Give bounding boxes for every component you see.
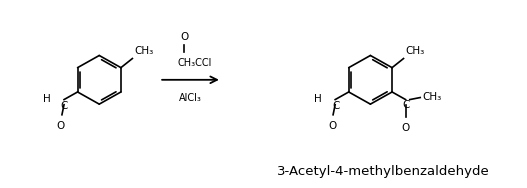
Text: CH₃CCl: CH₃CCl xyxy=(178,58,212,67)
Text: H: H xyxy=(43,94,51,104)
Text: CH₃: CH₃ xyxy=(405,46,424,57)
Text: O: O xyxy=(328,121,336,131)
Text: C: C xyxy=(403,100,410,110)
Text: C: C xyxy=(61,101,68,111)
Text: CH₃: CH₃ xyxy=(422,92,442,102)
Text: O: O xyxy=(57,121,65,131)
Text: O: O xyxy=(402,123,410,133)
Text: CH₃: CH₃ xyxy=(134,46,153,57)
Text: AlCl₃: AlCl₃ xyxy=(179,93,202,103)
Text: H: H xyxy=(315,94,322,104)
Text: C: C xyxy=(332,101,339,111)
Text: O: O xyxy=(180,32,188,42)
Text: 3-Acetyl-4-methylbenzaldehyde: 3-Acetyl-4-methylbenzaldehyde xyxy=(277,165,490,178)
